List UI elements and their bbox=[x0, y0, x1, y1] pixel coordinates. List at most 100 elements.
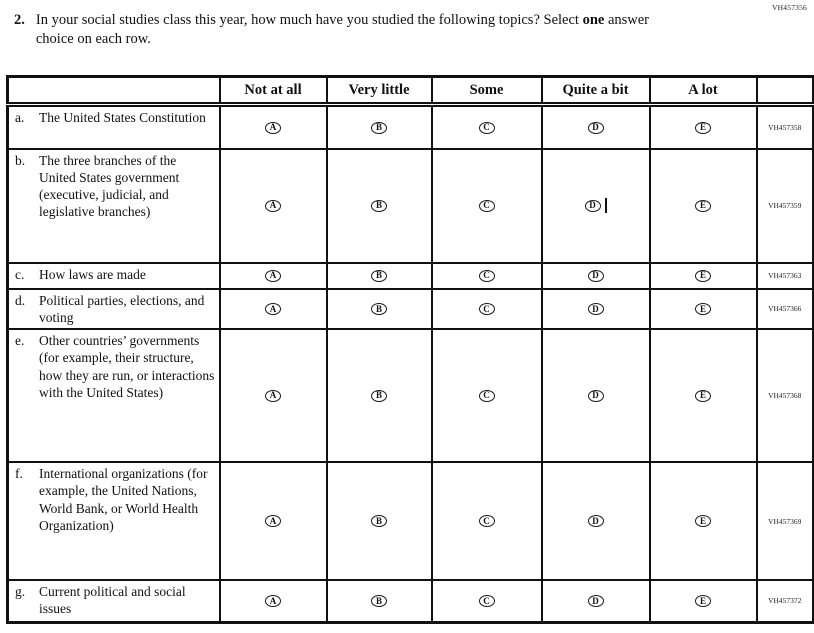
option-bubble-c[interactable]: C bbox=[478, 389, 495, 402]
option-bubble-e[interactable]: E bbox=[695, 515, 711, 528]
table-row-g: g. Current political and social issues A… bbox=[6, 579, 814, 624]
cell-b-very-little: B bbox=[325, 147, 433, 264]
topic-cell-a: a. The United States Constitution bbox=[6, 103, 221, 150]
option-bubble-a[interactable]: A bbox=[265, 269, 281, 282]
row-code: VH457359 bbox=[755, 147, 814, 264]
cell-f-very-little: B bbox=[325, 461, 433, 582]
option-bubble-d[interactable]: D bbox=[587, 389, 604, 402]
topic-cell-f: f. International organizations (for exam… bbox=[6, 461, 221, 582]
row-letter: g. bbox=[15, 584, 26, 600]
option-bubble-a[interactable]: A bbox=[265, 595, 281, 608]
table-row-a: a. The United States Constitution A B C … bbox=[6, 103, 814, 150]
cell-f-quite-a-bit: D bbox=[540, 461, 651, 582]
cell-f-not-at-all: A bbox=[218, 461, 328, 582]
option-bubble-a[interactable]: A bbox=[265, 303, 281, 316]
header-a-lot: A lot bbox=[648, 75, 758, 107]
cell-e-a-lot: E bbox=[648, 328, 758, 464]
row-code: VH457366 bbox=[755, 287, 814, 331]
question-block: 2. In your social studies class this yea… bbox=[14, 11, 694, 49]
topic-cell-b: b. The three branches of the United Stat… bbox=[6, 147, 221, 264]
cell-e-very-little: B bbox=[325, 328, 433, 464]
cell-d-some: C bbox=[430, 287, 543, 331]
cell-b-not-at-all: A bbox=[218, 147, 328, 264]
table-row-d: d. Political parties, elections, and vot… bbox=[6, 287, 814, 331]
option-bubble-a[interactable]: A bbox=[265, 199, 281, 212]
option-bubble-a[interactable]: A bbox=[265, 515, 281, 528]
row-code: VH457369 bbox=[755, 461, 814, 582]
option-bubble-e[interactable]: E bbox=[695, 389, 711, 402]
topic-cell-d: d. Political parties, elections, and vot… bbox=[6, 287, 221, 331]
option-bubble-d[interactable]: D bbox=[587, 303, 604, 316]
cell-e-not-at-all: A bbox=[218, 328, 328, 464]
cell-d-not-at-all: A bbox=[218, 287, 328, 331]
cell-a-quite-a-bit: D bbox=[540, 103, 651, 150]
cell-g-very-little: B bbox=[325, 579, 433, 624]
table-row-f: f. International organizations (for exam… bbox=[6, 461, 814, 582]
cell-c-some: C bbox=[430, 261, 543, 290]
option-bubble-b[interactable]: B bbox=[371, 595, 387, 608]
option-bubble-e[interactable]: E bbox=[695, 303, 711, 316]
option-bubble-b[interactable]: B bbox=[371, 389, 387, 402]
cell-g-some: C bbox=[430, 579, 543, 624]
cell-f-some: C bbox=[430, 461, 543, 582]
row-topic: Political parties, elections, and voting bbox=[39, 292, 205, 325]
option-bubble-d[interactable]: D bbox=[584, 199, 601, 212]
option-bubble-b[interactable]: B bbox=[371, 199, 387, 212]
text-cursor bbox=[604, 198, 607, 214]
header-some: Some bbox=[430, 75, 543, 107]
option-bubble-e[interactable]: E bbox=[695, 199, 711, 212]
cell-e-some: C bbox=[430, 328, 543, 464]
option-bubble-b[interactable]: B bbox=[371, 269, 387, 282]
option-bubble-c[interactable]: C bbox=[478, 121, 495, 134]
cell-e-quite-a-bit: D bbox=[540, 328, 651, 464]
cell-a-a-lot: E bbox=[648, 103, 758, 150]
row-topic: The three branches of the United States … bbox=[39, 152, 180, 220]
header-quite-a-bit: Quite a bit bbox=[540, 75, 651, 107]
row-code: VH457363 bbox=[755, 261, 814, 290]
cell-f-a-lot: E bbox=[648, 461, 758, 582]
question-text-start: In your social studies class this year, … bbox=[35, 12, 583, 28]
question-text-bold: one bbox=[582, 12, 605, 28]
question-text: In your social studies class this year, … bbox=[36, 11, 661, 49]
cell-c-a-lot: E bbox=[648, 261, 758, 290]
row-letter: a. bbox=[15, 110, 25, 125]
header-not-at-all: Not at all bbox=[218, 75, 328, 107]
header-topic-empty bbox=[6, 75, 221, 107]
option-bubble-d[interactable]: D bbox=[587, 595, 604, 608]
row-code: VH457358 bbox=[755, 103, 814, 150]
option-bubble-c[interactable]: C bbox=[478, 269, 495, 282]
option-bubble-d[interactable]: D bbox=[587, 515, 604, 528]
topic-cell-g: g. Current political and social issues bbox=[6, 579, 221, 624]
option-bubble-c[interactable]: C bbox=[478, 515, 495, 528]
option-bubble-b[interactable]: B bbox=[371, 515, 387, 528]
option-bubble-e[interactable]: E bbox=[695, 121, 711, 134]
option-bubble-d[interactable]: D bbox=[587, 269, 604, 282]
header-code-empty bbox=[755, 75, 814, 107]
cell-d-a-lot: E bbox=[648, 287, 758, 331]
cell-a-not-at-all: A bbox=[218, 103, 328, 150]
row-letter: f. bbox=[15, 466, 23, 482]
row-code: VH457372 bbox=[755, 579, 814, 624]
header-row: Not at all Very little Some Quite a bit … bbox=[6, 75, 814, 107]
row-letter: b. bbox=[15, 152, 26, 168]
question-number: 2. bbox=[14, 12, 25, 28]
row-letter: c. bbox=[15, 266, 25, 282]
option-bubble-c[interactable]: C bbox=[478, 303, 495, 316]
option-bubble-e[interactable]: E bbox=[695, 595, 711, 608]
header-very-little: Very little bbox=[325, 75, 433, 107]
cell-d-quite-a-bit: D bbox=[540, 287, 651, 331]
row-topic: How laws are made bbox=[39, 266, 146, 282]
option-bubble-d[interactable]: D bbox=[587, 121, 604, 134]
option-bubble-b[interactable]: B bbox=[371, 303, 387, 316]
option-bubble-e[interactable]: E bbox=[695, 269, 711, 282]
option-bubble-b[interactable]: B bbox=[371, 121, 387, 134]
option-bubble-a[interactable]: A bbox=[265, 389, 281, 402]
option-bubble-a[interactable]: A bbox=[265, 121, 281, 134]
cell-b-some: C bbox=[430, 147, 543, 264]
option-bubble-c[interactable]: C bbox=[478, 595, 495, 608]
cell-c-quite-a-bit: D bbox=[540, 261, 651, 290]
cell-b-a-lot: E bbox=[648, 147, 758, 264]
cell-g-not-at-all: A bbox=[218, 579, 328, 624]
option-bubble-c[interactable]: C bbox=[478, 199, 495, 212]
row-topic: Other countries’ governments (for exampl… bbox=[39, 333, 215, 400]
